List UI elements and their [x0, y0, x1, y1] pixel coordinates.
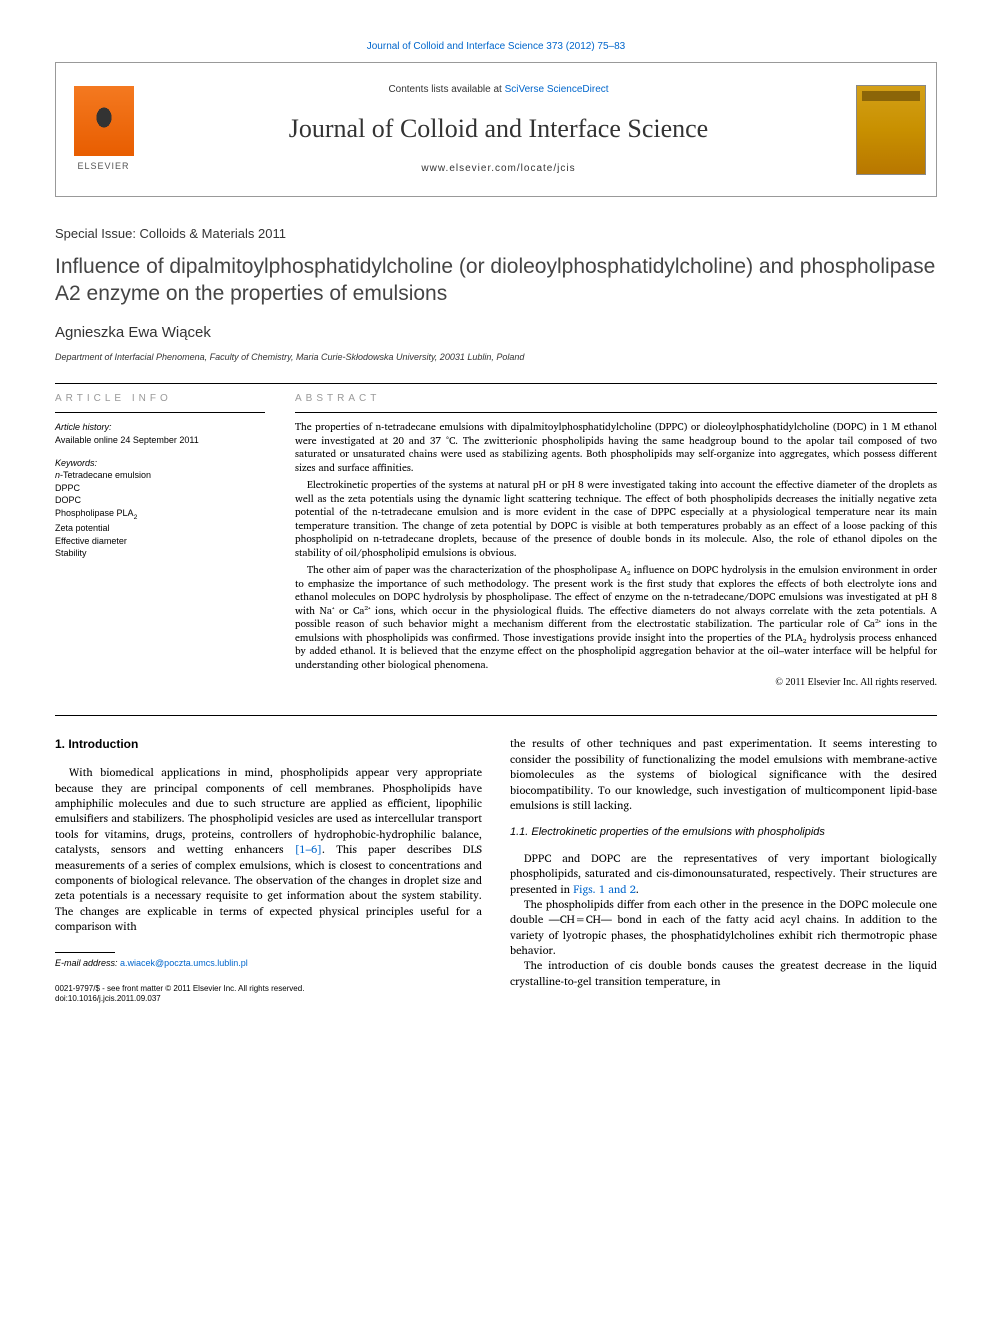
info-divider [55, 412, 265, 413]
contents-line: Contents lists available at SciVerse Sci… [171, 83, 826, 97]
abstract-copyright: © 2011 Elsevier Inc. All rights reserved… [295, 676, 937, 690]
cover-image [856, 85, 926, 175]
keyword: Effective diameter [55, 535, 265, 548]
keywords-label: Keywords: [55, 457, 265, 470]
body-paragraph: The phospholipids differ from each other… [510, 897, 937, 959]
body-paragraph: the results of other techniques and past… [510, 736, 937, 813]
keyword: DOPC [55, 494, 265, 507]
elsevier-tree-icon [74, 86, 134, 156]
body-column-left: 1. Introduction With biomedical applicat… [55, 736, 482, 1004]
article-title: Influence of dipalmitoylphosphatidylchol… [55, 253, 937, 308]
divider [55, 383, 937, 384]
body-paragraph: The introduction of cis double bonds cau… [510, 958, 937, 989]
body-paragraph: DPPC and DOPC are the representatives of… [510, 851, 937, 897]
section-heading: 1. Introduction [55, 736, 482, 753]
issn-line: 0021-9797/$ - see front matter © 2011 El… [55, 984, 482, 994]
header-center: Contents lists available at SciVerse Sci… [151, 63, 846, 196]
keyword: n-Tetradecane emulsion [55, 469, 265, 482]
journal-header: ELSEVIER Contents lists available at Sci… [55, 62, 937, 197]
sciencedirect-link[interactable]: SciVerse ScienceDirect [505, 84, 609, 95]
footnote: E-mail address: a.wiacek@poczta.umcs.lub… [55, 957, 482, 970]
divider [55, 715, 937, 716]
journal-citation-link[interactable]: Journal of Colloid and Interface Science… [55, 40, 937, 54]
elsevier-label: ELSEVIER [77, 160, 129, 173]
journal-title: Journal of Colloid and Interface Science [171, 111, 826, 147]
body-paragraph: With biomedical applications in mind, ph… [55, 765, 482, 934]
author-affiliation: Department of Interfacial Phenomena, Fac… [55, 351, 937, 364]
article-info-heading: ARTICLE INFO [55, 392, 265, 406]
abstract-block: ABSTRACT The properties of n-tetradecane… [295, 392, 937, 690]
special-issue-label: Special Issue: Colloids & Materials 2011 [55, 225, 937, 243]
footnote-label: E-mail address: [55, 958, 120, 968]
abstract-paragraph: The other aim of paper was the character… [295, 564, 937, 672]
keyword: Stability [55, 547, 265, 560]
journal-cover-thumb[interactable] [846, 63, 936, 196]
keywords-list: n-Tetradecane emulsion DPPC DOPC Phospho… [55, 469, 265, 560]
keyword: Phospholipase PLA2 [55, 507, 265, 522]
elsevier-logo[interactable]: ELSEVIER [56, 63, 151, 196]
body-column-right: the results of other techniques and past… [510, 736, 937, 1004]
subsection-heading: 1.1. Electrokinetic properties of the em… [510, 825, 937, 840]
footnote-rule [55, 952, 115, 953]
history-text: Available online 24 September 2011 [55, 434, 265, 447]
article-info-block: ARTICLE INFO Article history: Available … [55, 392, 265, 690]
author-name: Agnieszka Ewa Wiącek [55, 322, 937, 343]
abstract-divider [295, 412, 937, 413]
footer-meta: 0021-9797/$ - see front matter © 2011 El… [55, 984, 482, 1005]
abstract-heading: ABSTRACT [295, 392, 937, 406]
keyword: Zeta potential [55, 522, 265, 535]
doi-line: doi:10.1016/j.jcis.2011.09.037 [55, 994, 482, 1004]
history-label: Article history: [55, 421, 265, 434]
contents-prefix: Contents lists available at [388, 84, 504, 95]
abstract-paragraph: The properties of n-tetradecane emulsion… [295, 421, 937, 475]
keyword: DPPC [55, 482, 265, 495]
journal-url[interactable]: www.elsevier.com/locate/jcis [171, 162, 826, 176]
abstract-paragraph: Electrokinetic properties of the systems… [295, 479, 937, 560]
email-link[interactable]: a.wiacek@poczta.umcs.lublin.pl [120, 958, 248, 968]
